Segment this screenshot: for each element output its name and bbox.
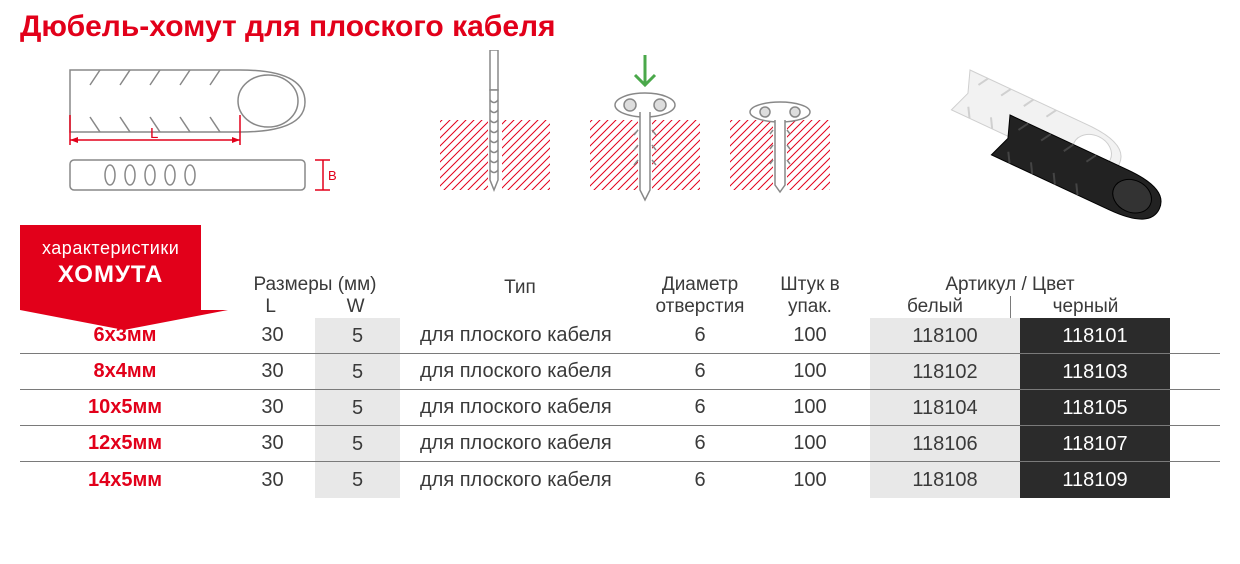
cell-article-black: 118101 — [1020, 318, 1170, 353]
cell-article-black: 118103 — [1020, 354, 1170, 389]
table-row: 8x4мм305для плоского кабеля6100 118102118… — [20, 354, 1220, 390]
cell-diameter: 6 — [640, 396, 760, 419]
cell-diameter: 6 — [640, 432, 760, 455]
cell-size: 12x5мм — [20, 432, 230, 455]
cell-pack: 100 — [760, 469, 860, 492]
cell-L: 30 — [230, 469, 315, 492]
cell-article-white: 118100 — [870, 318, 1020, 353]
cell-L: 30 — [230, 396, 315, 419]
product-illustration — [910, 50, 1210, 230]
table-header: Размеры (мм) L W Тип Диаметр отверстия Ш… — [20, 258, 1220, 318]
table-row: 14x5мм305для плоского кабеля6100 11810811… — [20, 462, 1220, 498]
cell-type: для плоского кабеля — [400, 469, 640, 492]
cell-article-black: 118109 — [1020, 462, 1170, 498]
cell-pack: 100 — [760, 324, 860, 347]
cell-article-white: 118106 — [870, 426, 1020, 461]
header-diameter: Диаметр отверстия — [640, 274, 760, 318]
install-diagram — [410, 50, 840, 220]
header-L: L — [265, 296, 276, 318]
page-title: Дюбель-хомут для плоского кабеля — [20, 10, 556, 44]
dimension-diagram: L B — [50, 60, 340, 200]
dim-L-label: L — [150, 125, 158, 142]
cell-size: 14x5мм — [20, 469, 230, 492]
cell-L: 30 — [230, 360, 315, 383]
cell-W: 5 — [315, 318, 400, 353]
cell-size: 6x3мм — [20, 324, 230, 347]
spec-table: Размеры (мм) L W Тип Диаметр отверстия Ш… — [20, 258, 1220, 498]
cell-article-white: 118104 — [870, 390, 1020, 425]
cell-pack: 100 — [760, 396, 860, 419]
cell-article-white: 118108 — [870, 462, 1020, 498]
cell-L: 30 — [230, 432, 315, 455]
cell-W: 5 — [315, 426, 400, 461]
cell-type: для плоского кабеля — [400, 396, 640, 419]
cell-article-black: 118107 — [1020, 426, 1170, 461]
table-row: 12x5мм305для плоского кабеля6100 11810611… — [20, 426, 1220, 462]
header-white: белый — [860, 296, 1010, 318]
table-row: 10x5мм305для плоского кабеля6100 11810411… — [20, 390, 1220, 426]
table-body: 6x3мм305для плоского кабеля6100118100118… — [20, 318, 1220, 498]
cell-pack: 100 — [760, 432, 860, 455]
cell-L: 30 — [230, 324, 315, 347]
cell-size: 10x5мм — [20, 396, 230, 419]
header-pack: Штук в упак. — [760, 274, 860, 318]
header-sizes: Размеры (мм) — [230, 274, 400, 296]
cell-W: 5 — [315, 462, 400, 498]
cell-diameter: 6 — [640, 324, 760, 347]
cell-pack: 100 — [760, 360, 860, 383]
header-black: черный — [1010, 296, 1160, 318]
cell-type: для плоского кабеля — [400, 324, 640, 347]
cell-article-white: 118102 — [870, 354, 1020, 389]
cell-article-black: 118105 — [1020, 390, 1170, 425]
diagram-row: L B — [50, 50, 1190, 230]
cell-type: для плоского кабеля — [400, 360, 640, 383]
badge-line1: характеристики — [42, 237, 179, 260]
header-article: Артикул / Цвет — [860, 274, 1160, 296]
cell-W: 5 — [315, 390, 400, 425]
dim-B-label: B — [328, 168, 337, 183]
header-type: Тип — [400, 277, 640, 299]
table-row: 6x3мм305для плоского кабеля6100 118100118… — [20, 318, 1220, 354]
cell-diameter: 6 — [640, 469, 760, 492]
header-W: W — [347, 296, 365, 318]
cell-type: для плоского кабеля — [400, 432, 640, 455]
cell-W: 5 — [315, 354, 400, 389]
cell-size: 8x4мм — [20, 360, 230, 383]
cell-diameter: 6 — [640, 360, 760, 383]
